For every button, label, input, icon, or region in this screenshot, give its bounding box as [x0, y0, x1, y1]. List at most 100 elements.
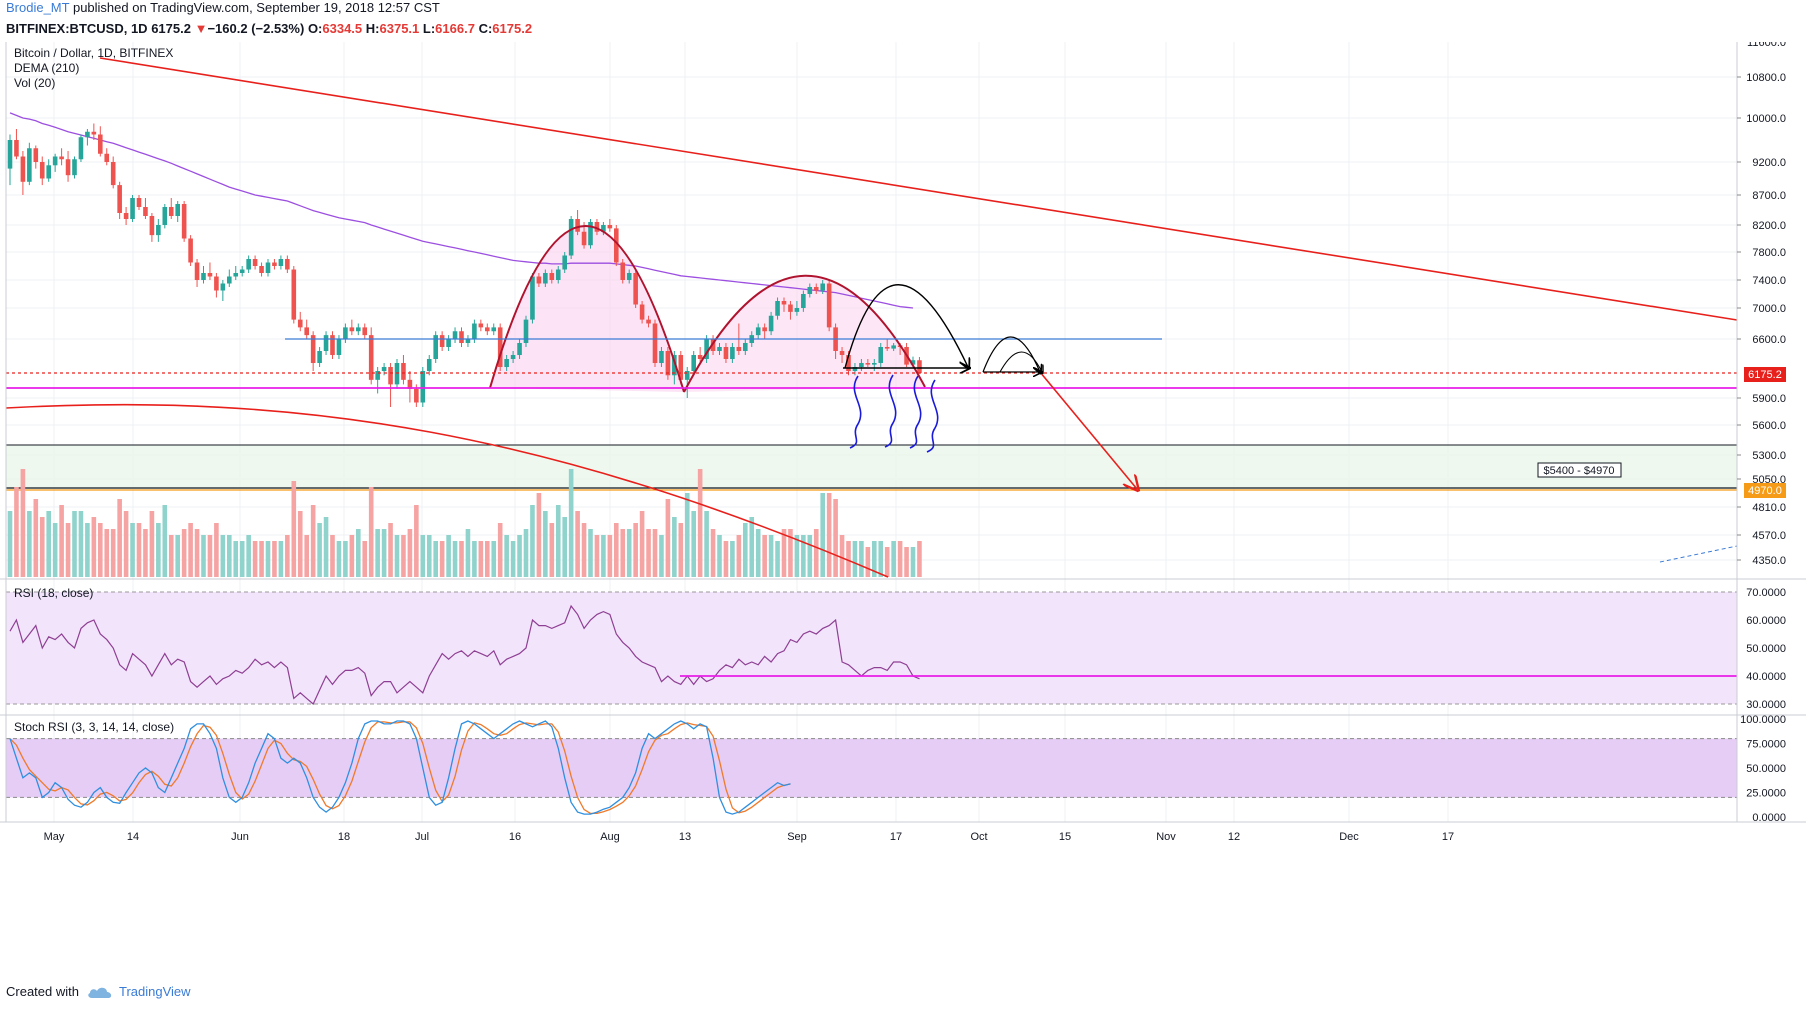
candle-body — [7, 140, 13, 169]
candlesticks — [7, 123, 922, 407]
candle — [543, 269, 548, 287]
volume-bar — [672, 517, 677, 577]
candle — [27, 142, 32, 186]
candle-body — [194, 262, 200, 280]
candle — [394, 359, 400, 389]
time-tick-label: 16 — [509, 831, 521, 843]
volume-bar — [917, 541, 922, 577]
tradingview-link[interactable]: TradingView — [118, 984, 191, 999]
volume-bar — [562, 517, 567, 577]
volume-bar — [27, 511, 32, 577]
candle-body — [678, 355, 684, 380]
candle — [227, 269, 232, 287]
close-value: 6175.2 — [492, 21, 533, 36]
candle-body — [846, 355, 851, 372]
volume-bar — [472, 541, 477, 577]
volume-bar — [626, 529, 632, 577]
candle — [807, 283, 813, 298]
candle — [317, 347, 322, 368]
candle — [207, 262, 213, 280]
candle-body — [214, 276, 219, 291]
volume-bar — [523, 529, 529, 577]
volume-bar — [7, 511, 13, 577]
candle — [743, 339, 748, 356]
volume-bar — [188, 523, 193, 577]
volume-bar — [878, 541, 884, 577]
candle-body — [401, 363, 406, 380]
candle — [755, 323, 761, 339]
candle-body — [91, 131, 97, 135]
candle-body — [665, 351, 671, 376]
candle-body — [659, 351, 664, 364]
volume-bar — [181, 529, 187, 577]
rsi-tick-label: 60.0000 — [1746, 615, 1786, 627]
candle-body — [362, 327, 368, 336]
price-tick-label: 4350.0 — [1752, 555, 1786, 567]
candle — [878, 343, 884, 368]
legend-stoch: Stoch RSI (3, 3, 14, 14, close) — [14, 720, 174, 734]
candle — [149, 213, 155, 242]
volume-bar — [504, 535, 509, 577]
candle — [607, 219, 613, 232]
volume-bar — [278, 541, 284, 577]
candle-body — [388, 367, 393, 385]
volume-bar — [323, 517, 329, 577]
author-link[interactable]: Brodie_MT — [6, 0, 70, 15]
candle — [156, 219, 161, 242]
time-tick-label: May — [44, 831, 65, 843]
last-price-badge-text: 6175.2 — [1748, 369, 1782, 381]
volume-bar — [633, 523, 638, 577]
candle — [46, 159, 51, 182]
volume-bar — [214, 523, 219, 577]
candle — [278, 255, 284, 270]
volume-bar — [717, 535, 722, 577]
candle — [775, 297, 780, 320]
candle — [517, 339, 522, 360]
legend-vol: Vol (20) — [14, 76, 55, 90]
candle — [717, 343, 722, 356]
volume-bar — [659, 535, 664, 577]
blue-squiggle — [926, 379, 939, 453]
volume-bar — [549, 523, 555, 577]
candle — [691, 351, 696, 376]
candle-body — [581, 231, 587, 246]
candle — [368, 327, 374, 385]
candle — [136, 195, 142, 210]
candle — [401, 355, 406, 385]
candle — [575, 210, 580, 236]
volume-bar — [775, 541, 780, 577]
volume-bar — [85, 523, 90, 577]
volume-bar — [517, 535, 522, 577]
candle-body — [343, 327, 348, 339]
candle — [214, 273, 219, 298]
price-tick-label: 10800.0 — [1746, 72, 1786, 84]
candle-body — [697, 355, 703, 360]
volume-bars — [7, 469, 922, 577]
candle-body — [433, 335, 438, 360]
candle-body — [510, 355, 516, 360]
candle — [39, 156, 45, 186]
candle — [891, 343, 896, 352]
volume-bar — [317, 523, 322, 577]
time-tick-label: Jun — [231, 831, 249, 843]
candle-body — [356, 327, 361, 332]
candle — [530, 273, 535, 324]
candle-body — [259, 266, 264, 273]
rsi-path — [9, 604, 920, 705]
volume-bar — [336, 541, 342, 577]
volume-bar — [343, 541, 348, 577]
candle-body — [136, 198, 142, 207]
chart-area[interactable]: 10800.0 10000.0 9200.0 8700.0 8200.0 7800.0 74… — [0, 42, 1806, 978]
candle-body — [859, 363, 864, 368]
candle — [459, 327, 464, 348]
volume-bar — [291, 481, 297, 577]
legend-dema: DEMA (210) — [14, 61, 79, 75]
candle-body — [414, 388, 419, 403]
open-label: O: — [307, 21, 323, 36]
candle-body — [310, 335, 316, 364]
volume-bar — [865, 547, 871, 577]
volume-bar — [652, 529, 658, 577]
candle-body — [884, 347, 890, 349]
volume-bar — [543, 511, 548, 577]
volume-bar — [220, 535, 226, 577]
